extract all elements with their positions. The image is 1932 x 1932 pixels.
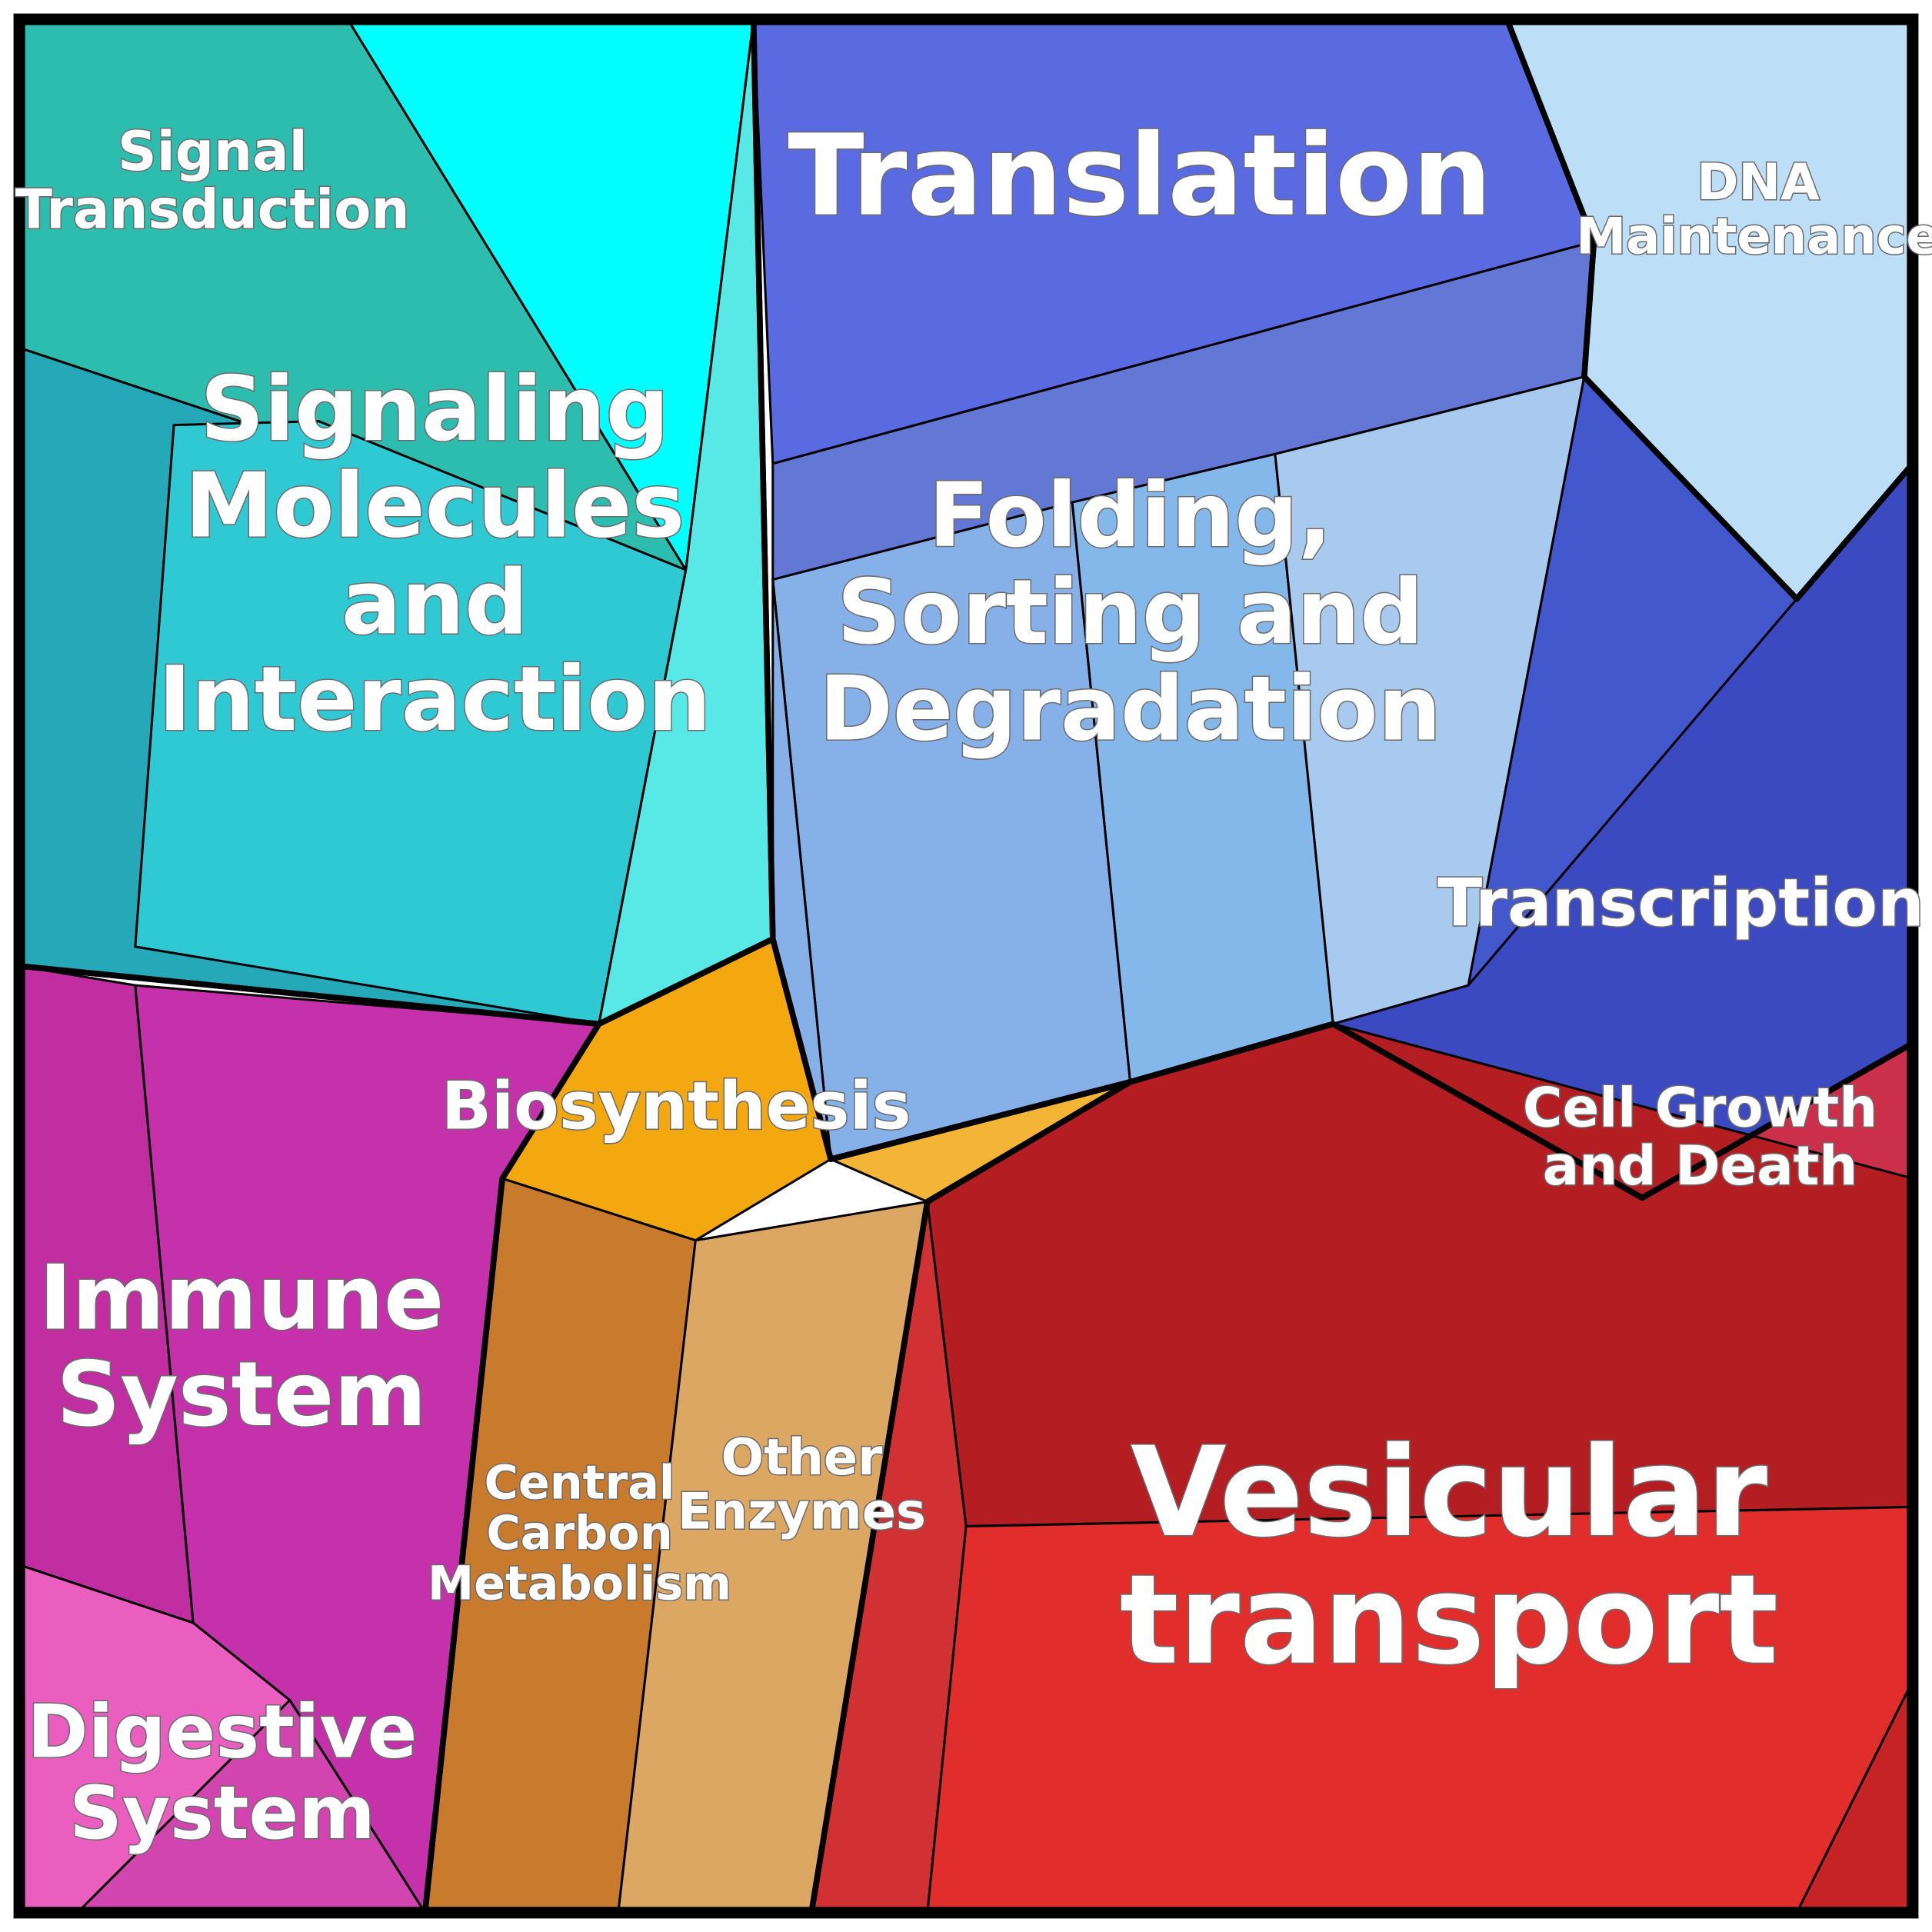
label-vesicular_transport: Vesiculartransport	[1120, 1421, 1778, 1692]
label-biosynthesis: Biosynthesis	[441, 1069, 911, 1145]
voronoi-treemap: SignalTransductionTranslationDNAMaintena…	[0, 0, 1932, 1932]
label-transcription: Transcription	[1437, 866, 1924, 942]
label-signaling_molecules: SignalingMoleculesandInteraction	[158, 358, 711, 751]
label-translation: Translation	[788, 112, 1492, 242]
label-digestive_system: DigestiveSystem	[27, 1689, 417, 1857]
label-cell_growth: Cell Growthand Death	[1523, 1076, 1877, 1197]
label-immune_system: ImmuneSystem	[39, 1247, 445, 1447]
